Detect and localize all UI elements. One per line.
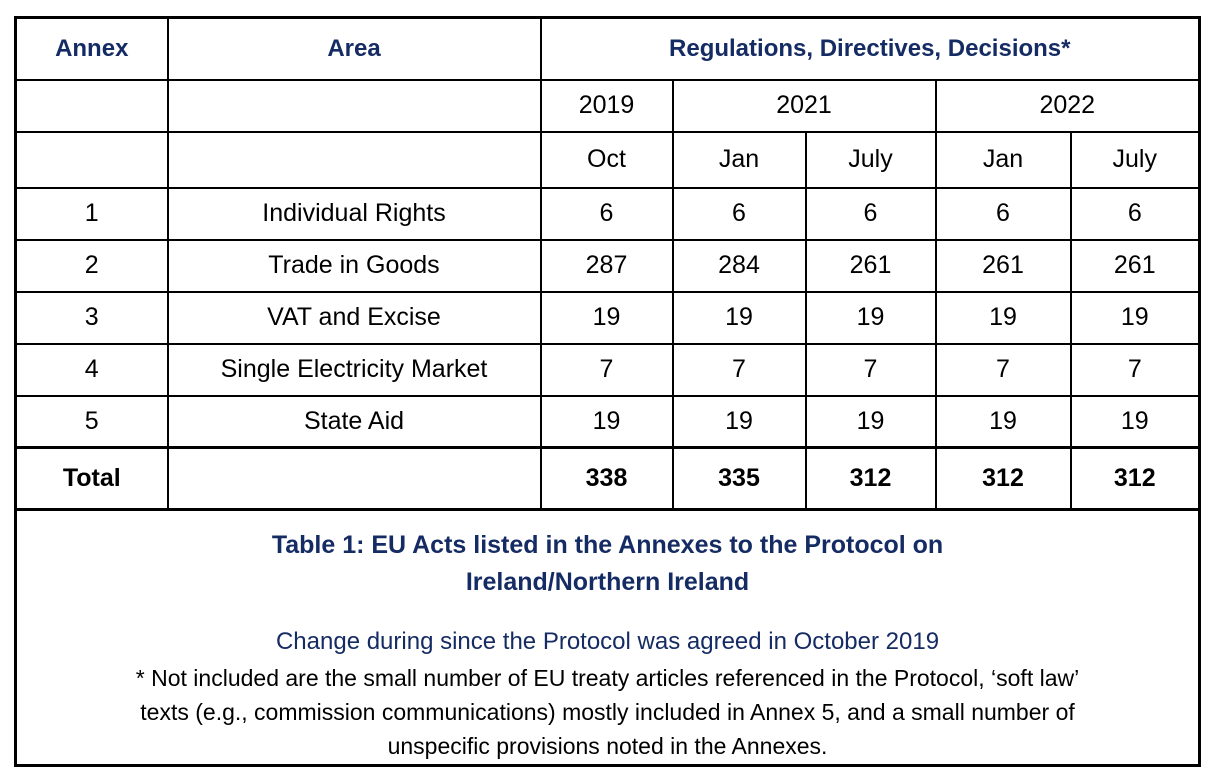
table-title: Table 1: EU Acts listed in the Annexes t… <box>47 527 1168 601</box>
total-value-cell: 312 <box>804 446 937 511</box>
value-cell: 6 <box>539 186 674 241</box>
footnote-line-3: unspecific provisions noted in the Annex… <box>387 733 828 759</box>
month-header-july-2021: July <box>804 130 937 189</box>
month-header-oct-2019: Oct <box>539 130 674 189</box>
month-header-jan-2022: Jan <box>934 130 1072 189</box>
value-cell: 19 <box>671 290 807 345</box>
value-cell: 19 <box>804 290 937 345</box>
caption-cell: Table 1: EU Acts listed in the Annexes t… <box>14 508 1201 767</box>
total-value-cell: 335 <box>671 446 807 511</box>
table-1-document: Annex Area Regulations, Directives, Deci… <box>14 16 1202 767</box>
empty-cell <box>14 130 169 189</box>
caption-row: Table 1: EU Acts listed in the Annexes t… <box>14 508 1201 767</box>
value-cell: 7 <box>934 342 1072 397</box>
value-cell: 6 <box>1069 186 1201 241</box>
year-header-2022: 2022 <box>934 78 1201 133</box>
column-header-annex: Annex <box>14 16 169 81</box>
value-cell: 261 <box>804 238 937 293</box>
value-cell: 19 <box>934 394 1072 449</box>
total-value-cell: 312 <box>934 446 1072 511</box>
annex-number-cell: 3 <box>14 290 169 345</box>
empty-cell <box>14 78 169 133</box>
value-cell: 19 <box>539 290 674 345</box>
area-name-cell: Individual Rights <box>166 186 542 241</box>
table-subtitle: Change during since the Protocol was agr… <box>275 628 940 655</box>
value-cell: 6 <box>671 186 807 241</box>
column-header-area: Area <box>166 16 542 81</box>
year-row: 2019 2021 2022 <box>14 78 1201 133</box>
area-name-cell: Single Electricity Market <box>166 342 542 397</box>
annex-number-cell: 1 <box>14 186 169 241</box>
footnote-line-2: texts (e.g., commission communications) … <box>140 699 1075 725</box>
footnote-line-1: * Not included are the small number of E… <box>135 665 1080 691</box>
value-cell: 7 <box>539 342 674 397</box>
table-row-annex-2: 2 Trade in Goods 287 284 261 261 261 <box>14 238 1201 293</box>
value-cell: 19 <box>804 394 937 449</box>
value-cell: 284 <box>671 238 807 293</box>
month-row: Oct Jan July Jan July <box>14 130 1201 189</box>
table-row-annex-5: 5 State Aid 19 19 19 19 19 <box>14 394 1201 449</box>
total-value-cell: 312 <box>1069 446 1201 511</box>
value-cell: 261 <box>1069 238 1201 293</box>
value-cell: 19 <box>671 394 807 449</box>
total-value-cell: 338 <box>539 446 674 511</box>
value-cell: 19 <box>1069 290 1201 345</box>
area-name-cell: State Aid <box>166 394 542 449</box>
month-header-july-2022: July <box>1069 130 1201 189</box>
empty-cell <box>166 446 542 511</box>
value-cell: 287 <box>539 238 674 293</box>
annex-number-cell: 2 <box>14 238 169 293</box>
year-header-2021: 2021 <box>671 78 937 133</box>
area-name-cell: Trade in Goods <box>166 238 542 293</box>
table-title-line-1: Table 1: EU Acts listed in the Annexes t… <box>271 531 944 559</box>
value-cell: 6 <box>934 186 1072 241</box>
eu-acts-table: Annex Area Regulations, Directives, Deci… <box>14 16 1202 767</box>
empty-cell <box>166 130 542 189</box>
value-cell: 7 <box>1069 342 1201 397</box>
annex-number-cell: 4 <box>14 342 169 397</box>
empty-cell <box>166 78 542 133</box>
value-cell: 6 <box>804 186 937 241</box>
column-header-acts: Regulations, Directives, Decisions* <box>539 16 1201 81</box>
month-header-jan-2021: Jan <box>671 130 807 189</box>
header-row: Annex Area Regulations, Directives, Deci… <box>14 16 1201 81</box>
table-title-line-2: Ireland/Northern Ireland <box>465 568 750 596</box>
value-cell: 19 <box>539 394 674 449</box>
value-cell: 7 <box>804 342 937 397</box>
year-header-2019: 2019 <box>539 78 674 133</box>
annex-number-cell: 5 <box>14 394 169 449</box>
area-name-cell: VAT and Excise <box>166 290 542 345</box>
table-row-annex-4: 4 Single Electricity Market 7 7 7 7 7 <box>14 342 1201 397</box>
total-row: Total 338 335 312 312 312 <box>14 446 1201 511</box>
value-cell: 19 <box>934 290 1072 345</box>
table-row-annex-1: 1 Individual Rights 6 6 6 6 6 <box>14 186 1201 241</box>
value-cell: 19 <box>1069 394 1201 449</box>
table-row-annex-3: 3 VAT and Excise 19 19 19 19 19 <box>14 290 1201 345</box>
table-footnote: * Not included are the small number of E… <box>47 661 1168 763</box>
value-cell: 261 <box>934 238 1072 293</box>
value-cell: 7 <box>671 342 807 397</box>
total-label-cell: Total <box>14 446 169 511</box>
